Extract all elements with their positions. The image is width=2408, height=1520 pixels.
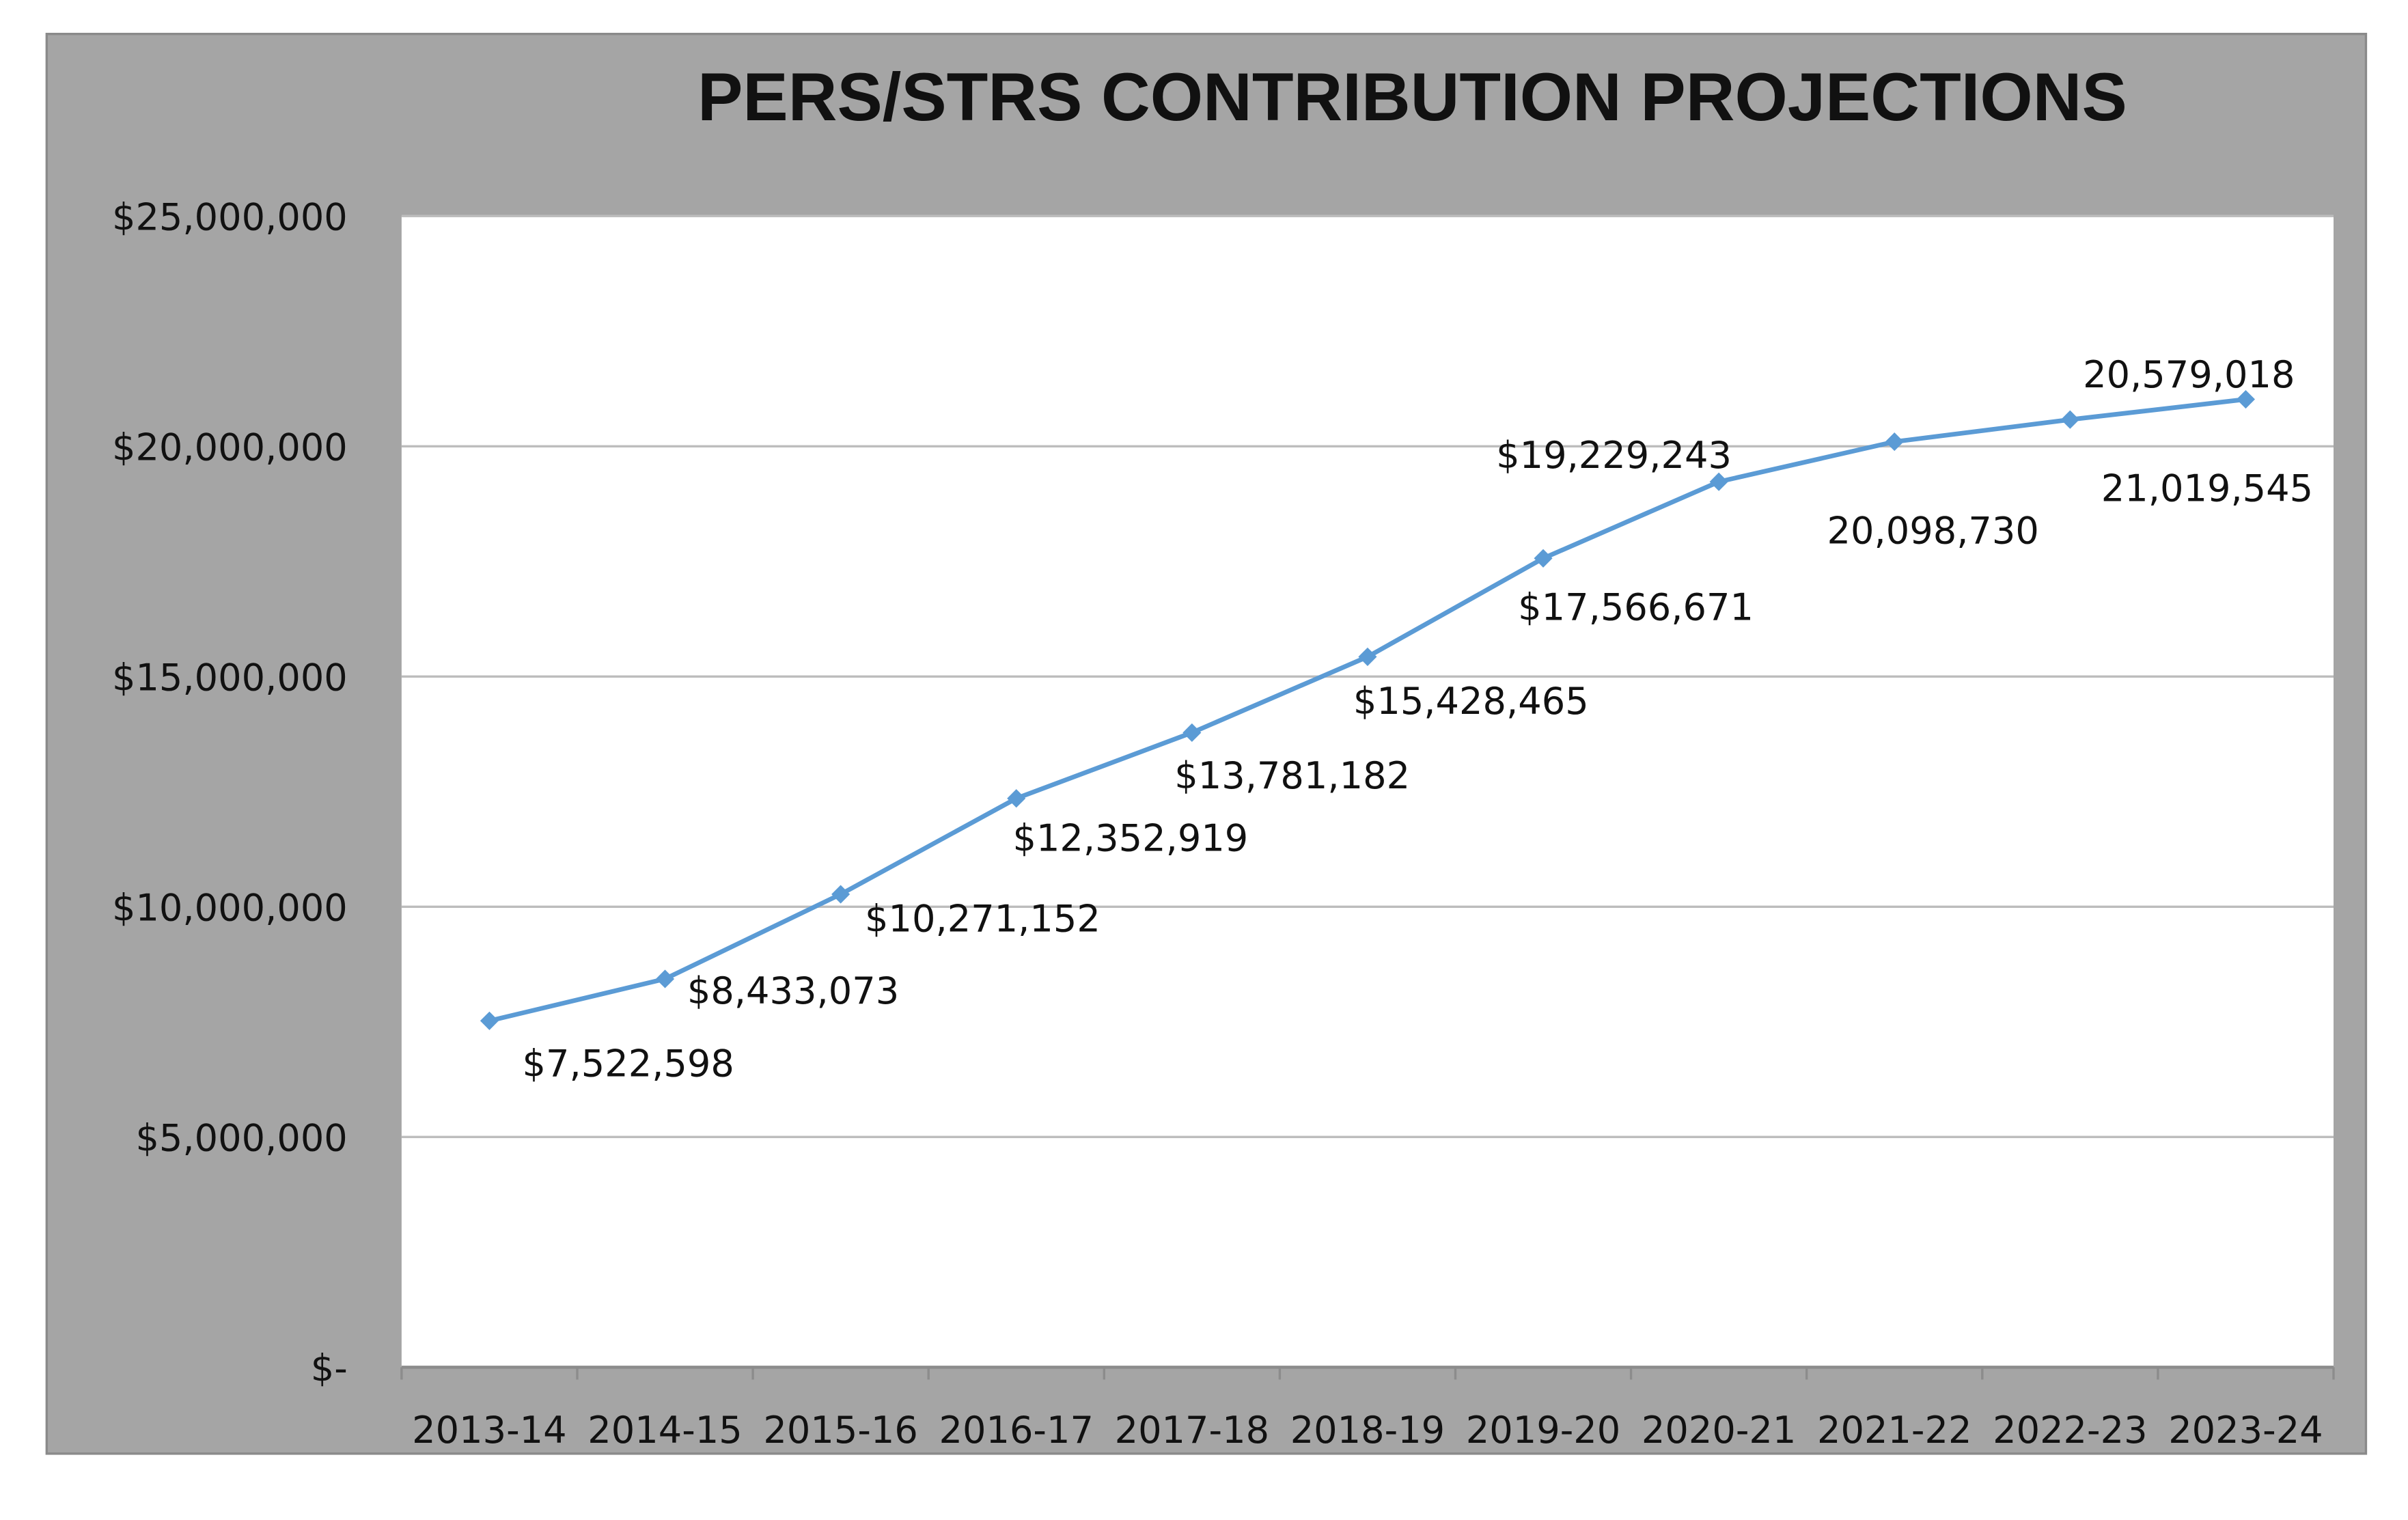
data-label: $8,433,073: [687, 969, 899, 1012]
x-tick-label: 2022-23: [1993, 1409, 2147, 1452]
x-tick-label: 2020-21: [1642, 1409, 1796, 1452]
data-label: $7,522,598: [523, 1042, 734, 1086]
y-tick-label: $25,000,000: [112, 196, 348, 239]
data-point-marker: [2060, 410, 2079, 429]
data-label: $19,229,243: [1496, 434, 1732, 477]
data-label: $17,566,671: [1518, 586, 1754, 629]
data-point-marker: [2236, 389, 2256, 409]
y-tick-label: $20,000,000: [112, 426, 348, 469]
data-label: 20,579,018: [2083, 353, 2295, 396]
x-tick-label: 2023-24: [2168, 1409, 2323, 1452]
data-label: $12,352,919: [1012, 817, 1248, 860]
x-tick-label: 2021-22: [1817, 1409, 1971, 1452]
data-label: $13,781,182: [1174, 754, 1410, 797]
x-tick-label: 2019-20: [1466, 1409, 1620, 1452]
data-label: $10,271,152: [865, 897, 1101, 940]
data-point-marker: [480, 1011, 499, 1030]
data-point-marker: [1358, 647, 1377, 666]
y-tick-label: $10,000,000: [112, 887, 348, 930]
data-label: 20,098,730: [1827, 510, 2039, 553]
x-tick-label: 2018-19: [1290, 1409, 1445, 1452]
data-point-marker: [1885, 432, 1904, 452]
y-tick-label: $15,000,000: [112, 657, 348, 700]
y-tick-label: $-: [311, 1347, 348, 1390]
data-label: 21,019,545: [2101, 467, 2313, 510]
x-tick-label: 2015-16: [763, 1409, 917, 1452]
data-label: $15,428,465: [1353, 680, 1589, 723]
x-tick-label: 2013-14: [412, 1409, 566, 1452]
plot-area: [401, 216, 2334, 1368]
x-tick-label: 2014-15: [587, 1409, 742, 1452]
data-point-marker: [655, 969, 675, 989]
chart-title: PERS/STRS CONTRIBUTION PROJECTIONS: [697, 59, 2127, 135]
x-tick-label: 2016-17: [939, 1409, 1093, 1452]
x-tick-label: 2017-18: [1115, 1409, 1269, 1452]
y-tick-label: $5,000,000: [135, 1117, 347, 1160]
